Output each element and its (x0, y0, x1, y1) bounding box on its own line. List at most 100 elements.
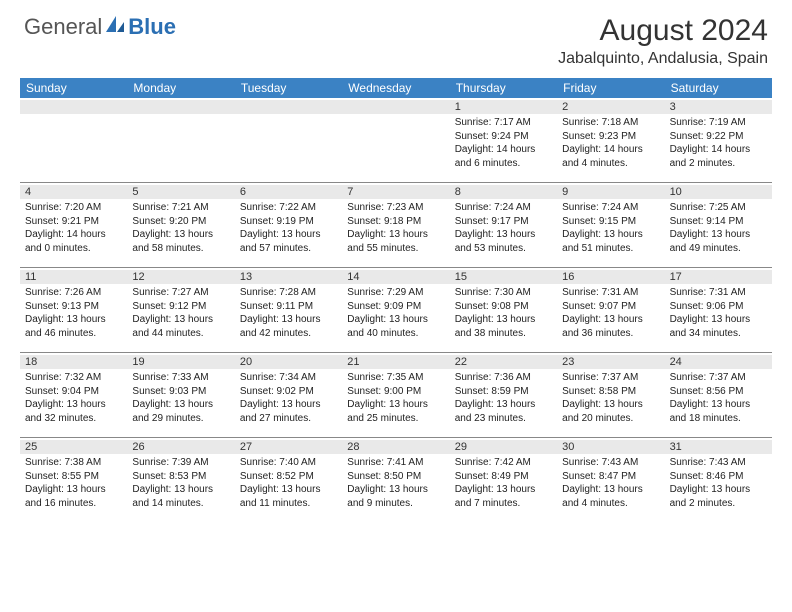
day-details: Sunrise: 7:43 AMSunset: 8:47 PMDaylight:… (562, 456, 659, 510)
date-number: 4 (20, 185, 127, 199)
day-details: Sunrise: 7:31 AMSunset: 9:06 PMDaylight:… (670, 286, 767, 340)
date-number: 8 (450, 185, 557, 199)
calendar-cell: 15 Sunrise: 7:30 AMSunset: 9:08 PMDayligh… (450, 268, 557, 352)
weekday-header: Tuesday (235, 78, 342, 98)
date-number: 18 (20, 355, 127, 369)
calendar-cell: . (342, 98, 449, 182)
day-details: Sunrise: 7:34 AMSunset: 9:02 PMDaylight:… (240, 371, 337, 425)
weekday-header: Friday (557, 78, 664, 98)
date-number: . (235, 100, 342, 114)
day-details: Sunrise: 7:20 AMSunset: 9:21 PMDaylight:… (25, 201, 122, 255)
calendar-week: 18 Sunrise: 7:32 AMSunset: 9:04 PMDayligh… (20, 352, 772, 437)
calendar-cell: 20 Sunrise: 7:34 AMSunset: 9:02 PMDayligh… (235, 353, 342, 437)
date-number: 21 (342, 355, 449, 369)
date-number: 19 (127, 355, 234, 369)
date-number: 9 (557, 185, 664, 199)
calendar-cell: 3Sunrise: 7:19 AMSunset: 9:22 PMDaylight… (665, 98, 772, 182)
day-details: Sunrise: 7:40 AMSunset: 8:52 PMDaylight:… (240, 456, 337, 510)
calendar-cell: . (235, 98, 342, 182)
calendar-week: 4 Sunrise: 7:20 AMSunset: 9:21 PMDaylight… (20, 182, 772, 267)
day-details: Sunrise: 7:32 AMSunset: 9:04 PMDaylight:… (25, 371, 122, 425)
calendar-cell: 12Sunrise: 7:27 AMSunset: 9:12 PMDayligh… (127, 268, 234, 352)
day-details: Sunrise: 7:35 AMSunset: 9:00 PMDaylight:… (347, 371, 444, 425)
location-label: Jabalquinto, Andalusia, Spain (558, 50, 768, 68)
date-number: 24 (665, 355, 772, 369)
date-number: 26 (127, 440, 234, 454)
page-header: General Blue August 2024 Jabalquinto, An… (0, 0, 792, 72)
brand-word-1: General (24, 14, 102, 40)
calendar-cell: 29 Sunrise: 7:42 AMSunset: 8:49 PMDayligh… (450, 438, 557, 522)
weekday-header: Saturday (665, 78, 772, 98)
date-number: 13 (235, 270, 342, 284)
calendar-cell: 22 Sunrise: 7:36 AMSunset: 8:59 PMDayligh… (450, 353, 557, 437)
weekday-header: Monday (127, 78, 234, 98)
date-number: 3 (665, 100, 772, 114)
month-title: August 2024 (558, 14, 768, 48)
date-number: 16 (557, 270, 664, 284)
day-details: Sunrise: 7:25 AMSunset: 9:14 PMDaylight:… (670, 201, 767, 255)
date-number: 25 (20, 440, 127, 454)
calendar-cell: 2 Sunrise: 7:18 AMSunset: 9:23 PMDaylight… (557, 98, 664, 182)
calendar-cell: 23 Sunrise: 7:37 AMSunset: 8:58 PMDayligh… (557, 353, 664, 437)
day-details: Sunrise: 7:37 AMSunset: 8:56 PMDaylight:… (670, 371, 767, 425)
date-number: 28 (342, 440, 449, 454)
day-details: Sunrise: 7:21 AMSunset: 9:20 PMDaylight:… (132, 201, 229, 255)
date-number: 1 (450, 100, 557, 114)
day-details: Sunrise: 7:41 AMSunset: 8:50 PMDaylight:… (347, 456, 444, 510)
day-details: Sunrise: 7:39 AMSunset: 8:53 PMDaylight:… (132, 456, 229, 510)
date-number: 20 (235, 355, 342, 369)
calendar-week: 11Sunrise: 7:26 AMSunset: 9:13 PMDayligh… (20, 267, 772, 352)
date-number: 10 (665, 185, 772, 199)
day-details: Sunrise: 7:28 AMSunset: 9:11 PMDaylight:… (240, 286, 337, 340)
date-number: 27 (235, 440, 342, 454)
calendar-cell: 21 Sunrise: 7:35 AMSunset: 9:00 PMDayligh… (342, 353, 449, 437)
day-details: Sunrise: 7:30 AMSunset: 9:08 PMDaylight:… (455, 286, 552, 340)
day-details: Sunrise: 7:31 AMSunset: 9:07 PMDaylight:… (562, 286, 659, 340)
calendar: Sunday Monday Tuesday Wednesday Thursday… (20, 78, 772, 522)
calendar-cell: 16 Sunrise: 7:31 AMSunset: 9:07 PMDayligh… (557, 268, 664, 352)
day-details: Sunrise: 7:27 AMSunset: 9:12 PMDaylight:… (132, 286, 229, 340)
date-number: . (127, 100, 234, 114)
date-number: 6 (235, 185, 342, 199)
title-block: August 2024 Jabalquinto, Andalusia, Spai… (558, 14, 768, 68)
calendar-cell: 9Sunrise: 7:24 AMSunset: 9:15 PMDaylight… (557, 183, 664, 267)
day-details: Sunrise: 7:43 AMSunset: 8:46 PMDaylight:… (670, 456, 767, 510)
calendar-cell: 26 Sunrise: 7:39 AMSunset: 8:53 PMDayligh… (127, 438, 234, 522)
date-number: 22 (450, 355, 557, 369)
day-details: Sunrise: 7:18 AMSunset: 9:23 PMDaylight:… (562, 116, 659, 170)
calendar-cell: 10 Sunrise: 7:25 AMSunset: 9:14 PMDayligh… (665, 183, 772, 267)
calendar-cell: 28 Sunrise: 7:41 AMSunset: 8:50 PMDayligh… (342, 438, 449, 522)
date-number: 29 (450, 440, 557, 454)
calendar-cell: 8Sunrise: 7:24 AMSunset: 9:17 PMDaylight… (450, 183, 557, 267)
calendar-cell: 5Sunrise: 7:21 AMSunset: 9:20 PMDaylight… (127, 183, 234, 267)
date-number: 7 (342, 185, 449, 199)
weekday-header: Wednesday (342, 78, 449, 98)
calendar-cell: 4 Sunrise: 7:20 AMSunset: 9:21 PMDaylight… (20, 183, 127, 267)
day-details: Sunrise: 7:17 AMSunset: 9:24 PMDaylight:… (455, 116, 552, 170)
day-details: Sunrise: 7:36 AMSunset: 8:59 PMDaylight:… (455, 371, 552, 425)
date-number: 31 (665, 440, 772, 454)
calendar-cell: 19Sunrise: 7:33 AMSunset: 9:03 PMDayligh… (127, 353, 234, 437)
calendar-week: 25 Sunrise: 7:38 AMSunset: 8:55 PMDayligh… (20, 437, 772, 522)
calendar-cell: 24 Sunrise: 7:37 AMSunset: 8:56 PMDayligh… (665, 353, 772, 437)
calendar-cell: 7Sunrise: 7:23 AMSunset: 9:18 PMDaylight… (342, 183, 449, 267)
date-number: 15 (450, 270, 557, 284)
sail-icon (104, 14, 126, 40)
day-details: Sunrise: 7:38 AMSunset: 8:55 PMDaylight:… (25, 456, 122, 510)
calendar-body: ....1Sunrise: 7:17 AMSunset: 9:24 PMDayl… (20, 98, 772, 522)
date-number: 2 (557, 100, 664, 114)
calendar-cell: . (127, 98, 234, 182)
calendar-cell: 25 Sunrise: 7:38 AMSunset: 8:55 PMDayligh… (20, 438, 127, 522)
day-details: Sunrise: 7:42 AMSunset: 8:49 PMDaylight:… (455, 456, 552, 510)
date-number: 23 (557, 355, 664, 369)
date-number: 14 (342, 270, 449, 284)
calendar-cell: 6Sunrise: 7:22 AMSunset: 9:19 PMDaylight… (235, 183, 342, 267)
day-details: Sunrise: 7:37 AMSunset: 8:58 PMDaylight:… (562, 371, 659, 425)
date-number: . (20, 100, 127, 114)
calendar-cell: 13 Sunrise: 7:28 AMSunset: 9:11 PMDayligh… (235, 268, 342, 352)
day-details: Sunrise: 7:26 AMSunset: 9:13 PMDaylight:… (25, 286, 122, 340)
calendar-cell: 17Sunrise: 7:31 AMSunset: 9:06 PMDayligh… (665, 268, 772, 352)
calendar-cell: 1 Sunrise: 7:17 AMSunset: 9:24 PMDaylight… (450, 98, 557, 182)
calendar-week: ....1Sunrise: 7:17 AMSunset: 9:24 PMDayl… (20, 98, 772, 182)
day-details: Sunrise: 7:29 AMSunset: 9:09 PMDaylight:… (347, 286, 444, 340)
